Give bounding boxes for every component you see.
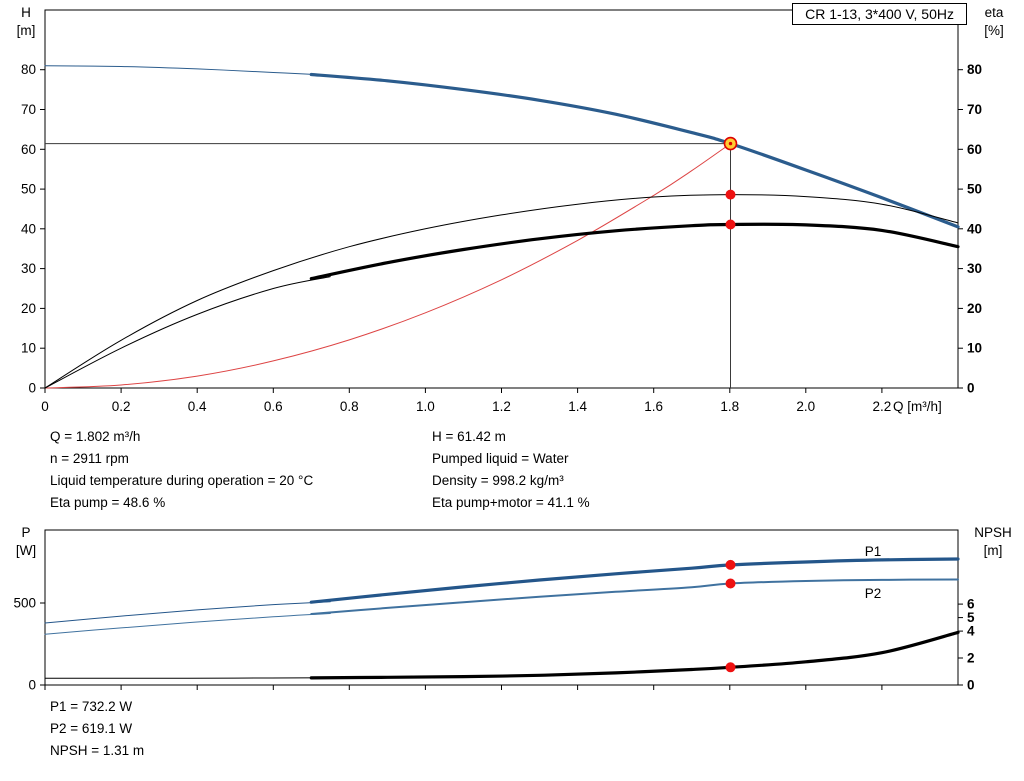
y-right-tick-label: 80 <box>967 62 982 77</box>
system-curve <box>44 143 731 389</box>
y-right-tick-label: 0 <box>967 678 975 693</box>
y-left-tick-label: 500 <box>13 596 36 611</box>
info-liquid: Pumped liquid = Water <box>432 451 569 466</box>
x-tick-label: 2.0 <box>796 399 815 414</box>
eta-axis-unit: [%] <box>984 23 1004 38</box>
p2-curve <box>310 578 959 615</box>
p2-value: P2 = 619.1 W <box>50 721 133 736</box>
y-right-tick-label: 2 <box>967 651 975 666</box>
eta-pump-motor-curve-thin <box>44 276 331 389</box>
x-tick-label: 1.8 <box>720 399 739 414</box>
info-speed: n = 2911 rpm <box>50 451 129 466</box>
x-tick-label: 0 <box>41 399 49 414</box>
p1-point <box>725 559 736 570</box>
x-tick-label: 0.6 <box>264 399 283 414</box>
x-tick-label: 0.2 <box>112 399 131 414</box>
y-left-tick-label: 80 <box>21 62 36 77</box>
p1-curve <box>309 557 960 604</box>
y-left-tick-label: 20 <box>21 301 36 316</box>
eta-axis-symbol: eta <box>984 5 1004 20</box>
eta-pump-curve <box>44 194 959 389</box>
y-right-tick-label: 4 <box>967 624 975 639</box>
info-q: Q = 1.802 m³/h <box>50 429 141 444</box>
y-left-tick-label: 0 <box>28 381 36 396</box>
h-axis-title: H [m] <box>4 4 48 40</box>
x-axis-label: Q [m³/h] <box>893 399 942 414</box>
x-tick-label: 1.0 <box>416 399 435 414</box>
y-right-tick-label: 20 <box>967 301 982 316</box>
series-label-p2: P2 <box>865 586 882 601</box>
npsh-axis-symbol: NPSH <box>974 525 1012 540</box>
info-density: Density = 998.2 kg/m³ <box>432 473 564 488</box>
npsh-curve-thin <box>44 677 331 679</box>
eta-axis-title: eta [%] <box>970 4 1018 40</box>
eta-pump-point <box>725 189 736 200</box>
x-tick-label: 1.6 <box>644 399 663 414</box>
eta-pump-motor-curve <box>309 222 960 281</box>
duty-point-marker-center <box>728 141 733 146</box>
power-npsh-values: P1 = 732.2 W P2 = 619.1 W NPSH = 1.31 m <box>50 696 144 762</box>
y-right-tick-label: 70 <box>967 102 982 117</box>
npsh-curve <box>309 630 960 680</box>
y-right-tick-label: 5 <box>967 610 975 625</box>
x-tick-label: 1.4 <box>568 399 587 414</box>
p2-point <box>725 578 736 589</box>
qh-curve <box>309 72 960 229</box>
p-axis-title: P [W] <box>4 524 48 560</box>
y-left-tick-label: 60 <box>21 142 36 157</box>
y-right-tick-label: 30 <box>967 261 982 276</box>
h-axis-unit: [m] <box>16 23 36 38</box>
y-left-tick-label: 10 <box>21 341 36 356</box>
y-left-tick-label: 70 <box>21 102 36 117</box>
y-right-tick-label: 6 <box>967 597 975 612</box>
npsh-point <box>725 662 736 673</box>
x-tick-label: 0.8 <box>340 399 359 414</box>
p2-curve-thin <box>44 613 331 635</box>
series-label-p1: P1 <box>865 544 882 559</box>
y-right-tick-label: 60 <box>967 142 982 157</box>
info-eta-pump: Eta pump = 48.6 % <box>50 495 166 510</box>
p-axis-unit: [W] <box>15 543 37 558</box>
operating-data-right-column: H = 61.42 m Pumped liquid = Water Densit… <box>432 426 590 514</box>
info-eta-pump-motor: Eta pump+motor = 41.1 % <box>432 495 590 510</box>
y-left-tick-label: 30 <box>21 261 36 276</box>
y-right-tick-label: 10 <box>967 341 982 356</box>
p1-curve-thin <box>44 601 331 624</box>
pump-model-title: CR 1-13, 3*400 V, 50Hz <box>792 3 967 25</box>
y-right-tick-label: 40 <box>967 221 982 236</box>
y-right-tick-label: 0 <box>967 381 975 396</box>
x-tick-label: 0.4 <box>188 399 207 414</box>
y-right-tick-label: 50 <box>967 182 982 197</box>
x-tick-label: 1.2 <box>492 399 511 414</box>
plot-border <box>44 9 959 389</box>
y-left-tick-label: 0 <box>28 678 36 693</box>
eta-pump-motor-point <box>725 219 736 230</box>
npsh-axis-unit: [m] <box>983 543 1003 558</box>
h-axis-symbol: H <box>21 5 31 20</box>
npsh-value: NPSH = 1.31 m <box>50 743 145 758</box>
info-temp: Liquid temperature during operation = 20… <box>50 473 314 488</box>
x-tick-label: 2.2 <box>873 399 892 414</box>
operating-data-left-column: Q = 1.802 m³/h n = 2911 rpm Liquid tempe… <box>50 426 313 514</box>
info-h: H = 61.42 m <box>432 429 506 444</box>
npsh-axis-title: NPSH [m] <box>964 524 1022 560</box>
qh-curve-thin <box>44 65 331 76</box>
p-axis-symbol: P <box>21 525 31 540</box>
p1-value: P1 = 732.2 W <box>50 699 133 714</box>
y-left-tick-label: 40 <box>21 221 36 236</box>
y-left-tick-label: 50 <box>21 182 36 197</box>
